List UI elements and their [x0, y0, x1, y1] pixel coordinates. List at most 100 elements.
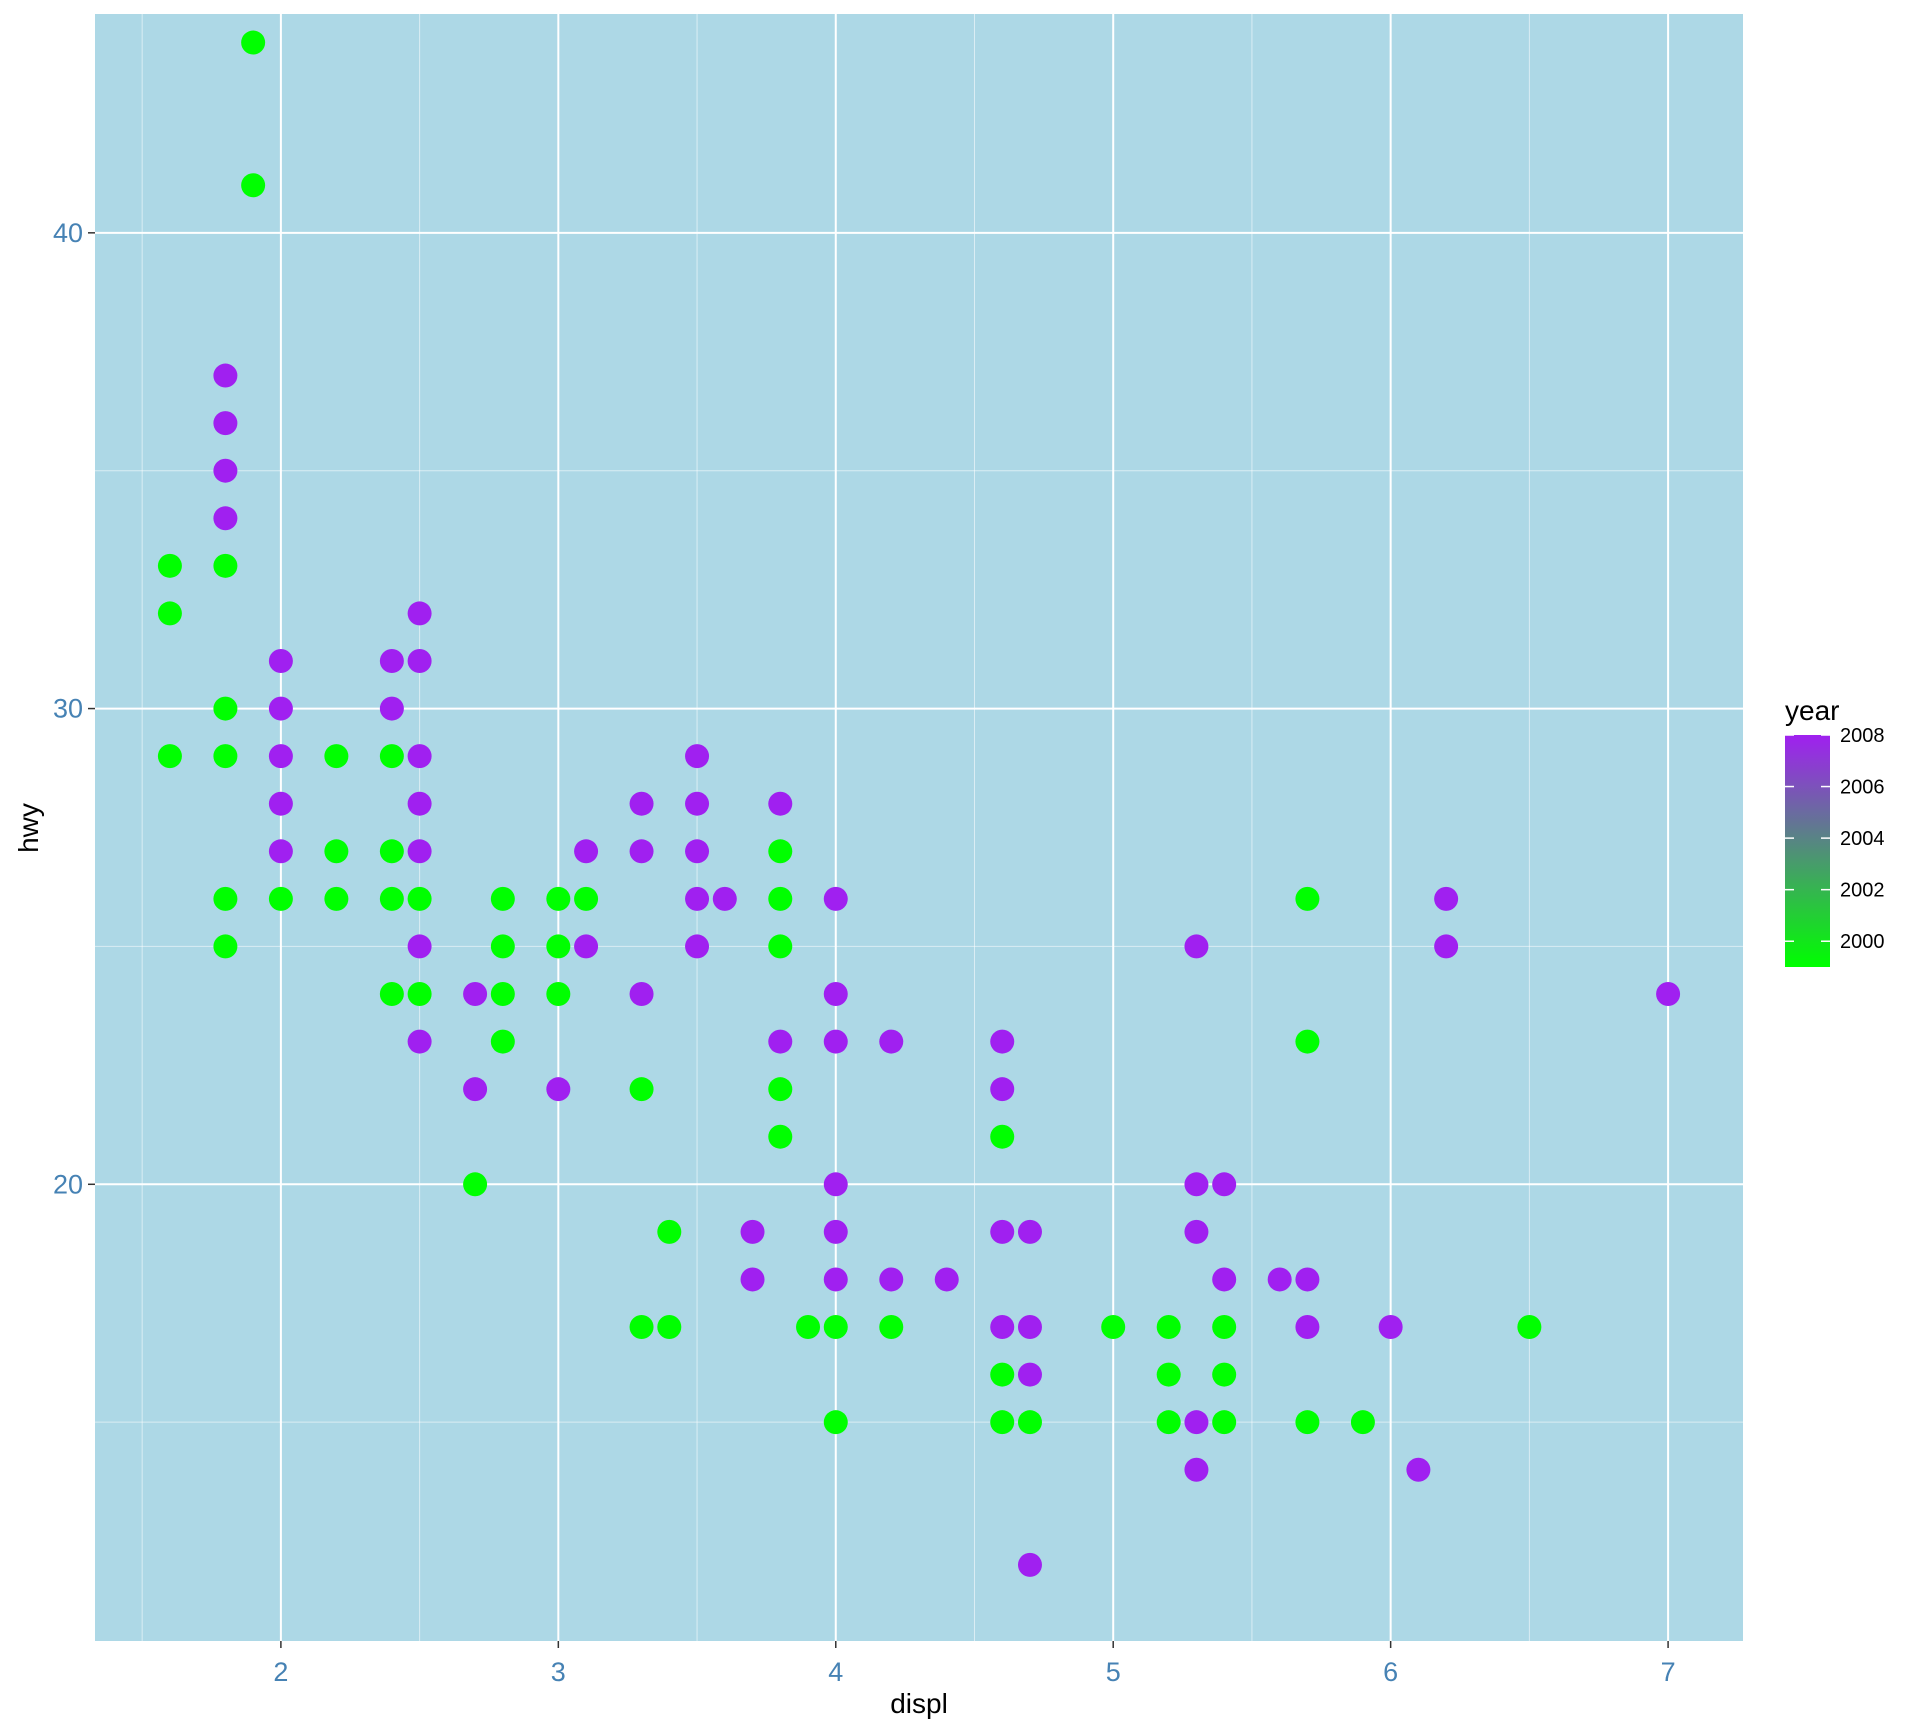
data-point: [768, 1124, 793, 1149]
data-point: [574, 839, 599, 864]
legend-title: year: [1785, 695, 1839, 726]
plot-panel: [95, 14, 1743, 1641]
x-tick-label: 5: [1106, 1657, 1121, 1687]
data-point: [268, 839, 293, 864]
data-point: [1017, 1362, 1042, 1387]
data-point: [379, 648, 404, 673]
legend-label: 2002: [1840, 880, 1885, 902]
data-point: [768, 886, 793, 911]
data-point: [490, 982, 515, 1007]
data-point: [740, 1219, 765, 1244]
data-point: [1184, 1457, 1209, 1482]
data-point: [379, 744, 404, 769]
y-axis-title: hwy: [13, 803, 44, 853]
data-point: [213, 363, 238, 388]
y-axis-ticks: 20 30 40: [53, 218, 95, 1199]
data-point: [324, 886, 349, 911]
x-tick-label: 7: [1661, 1657, 1676, 1687]
data-point: [1156, 1410, 1181, 1435]
data-point: [546, 886, 571, 911]
minor-gridlines: [95, 14, 1743, 1641]
data-point: [574, 934, 599, 959]
data-point: [241, 173, 266, 198]
data-point: [324, 839, 349, 864]
data-point: [657, 1315, 682, 1340]
data-point: [823, 1315, 848, 1340]
data-point: [1184, 934, 1209, 959]
data-point: [1350, 1410, 1375, 1435]
data-point: [629, 1077, 654, 1102]
data-point: [1184, 1219, 1209, 1244]
data-point: [657, 1219, 682, 1244]
data-point: [1295, 1029, 1320, 1054]
data-point: [685, 744, 710, 769]
data-point: [546, 1077, 571, 1102]
data-point: [823, 1172, 848, 1197]
x-tick-label: 6: [1383, 1657, 1398, 1687]
data-point: [685, 934, 710, 959]
data-point: [157, 553, 182, 578]
data-point: [574, 886, 599, 911]
data-point: [768, 1077, 793, 1102]
data-point: [768, 791, 793, 816]
data-point: [990, 1315, 1015, 1340]
data-point: [990, 1362, 1015, 1387]
data-point: [213, 506, 238, 531]
data-point: [407, 791, 432, 816]
data-point: [740, 1267, 765, 1292]
data-point: [990, 1219, 1015, 1244]
data-point: [407, 982, 432, 1007]
data-point: [407, 1029, 432, 1054]
data-point: [990, 1124, 1015, 1149]
legend-ticks: 2000 2002 2004 2006 2008: [1785, 725, 1885, 953]
data-point: [990, 1077, 1015, 1102]
data-point: [1156, 1315, 1181, 1340]
y-tick-label: 40: [53, 218, 83, 248]
data-point: [1378, 1315, 1403, 1340]
legend: year 2000 2002 2004 2006 2008: [1785, 695, 1885, 967]
data-point: [213, 744, 238, 769]
data-point: [1017, 1552, 1042, 1577]
data-point: [268, 744, 293, 769]
data-point: [1212, 1315, 1237, 1340]
data-point: [823, 1029, 848, 1054]
data-point: [685, 839, 710, 864]
data-point: [490, 1029, 515, 1054]
data-point: [407, 744, 432, 769]
data-point: [823, 886, 848, 911]
data-point: [712, 886, 737, 911]
data-point: [1212, 1172, 1237, 1197]
legend-colorbar: [1785, 735, 1830, 967]
data-point: [407, 601, 432, 626]
x-tick-label: 4: [828, 1657, 843, 1687]
data-point: [1212, 1267, 1237, 1292]
data-point: [1295, 1267, 1320, 1292]
data-point: [546, 982, 571, 1007]
data-point: [463, 982, 488, 1007]
data-point: [1295, 1410, 1320, 1435]
data-point: [1406, 1457, 1431, 1482]
data-point: [823, 982, 848, 1007]
legend-label: 2006: [1840, 777, 1885, 799]
data-point: [1212, 1410, 1237, 1435]
data-point: [1517, 1315, 1542, 1340]
legend-label: 2004: [1840, 828, 1885, 850]
data-point: [157, 601, 182, 626]
data-point: [1184, 1410, 1209, 1435]
data-point: [1017, 1219, 1042, 1244]
data-point: [157, 744, 182, 769]
data-point: [213, 886, 238, 911]
data-point: [1184, 1172, 1209, 1197]
data-point: [1017, 1315, 1042, 1340]
x-axis-ticks: 2 3 4 5 6 7: [273, 1641, 1676, 1687]
data-point: [1212, 1362, 1237, 1387]
data-point: [213, 696, 238, 721]
data-point: [407, 886, 432, 911]
x-tick-label: 3: [551, 1657, 566, 1687]
data-point: [629, 982, 654, 1007]
data-point: [213, 553, 238, 578]
data-point: [1267, 1267, 1292, 1292]
data-point: [685, 791, 710, 816]
data-point: [1156, 1362, 1181, 1387]
